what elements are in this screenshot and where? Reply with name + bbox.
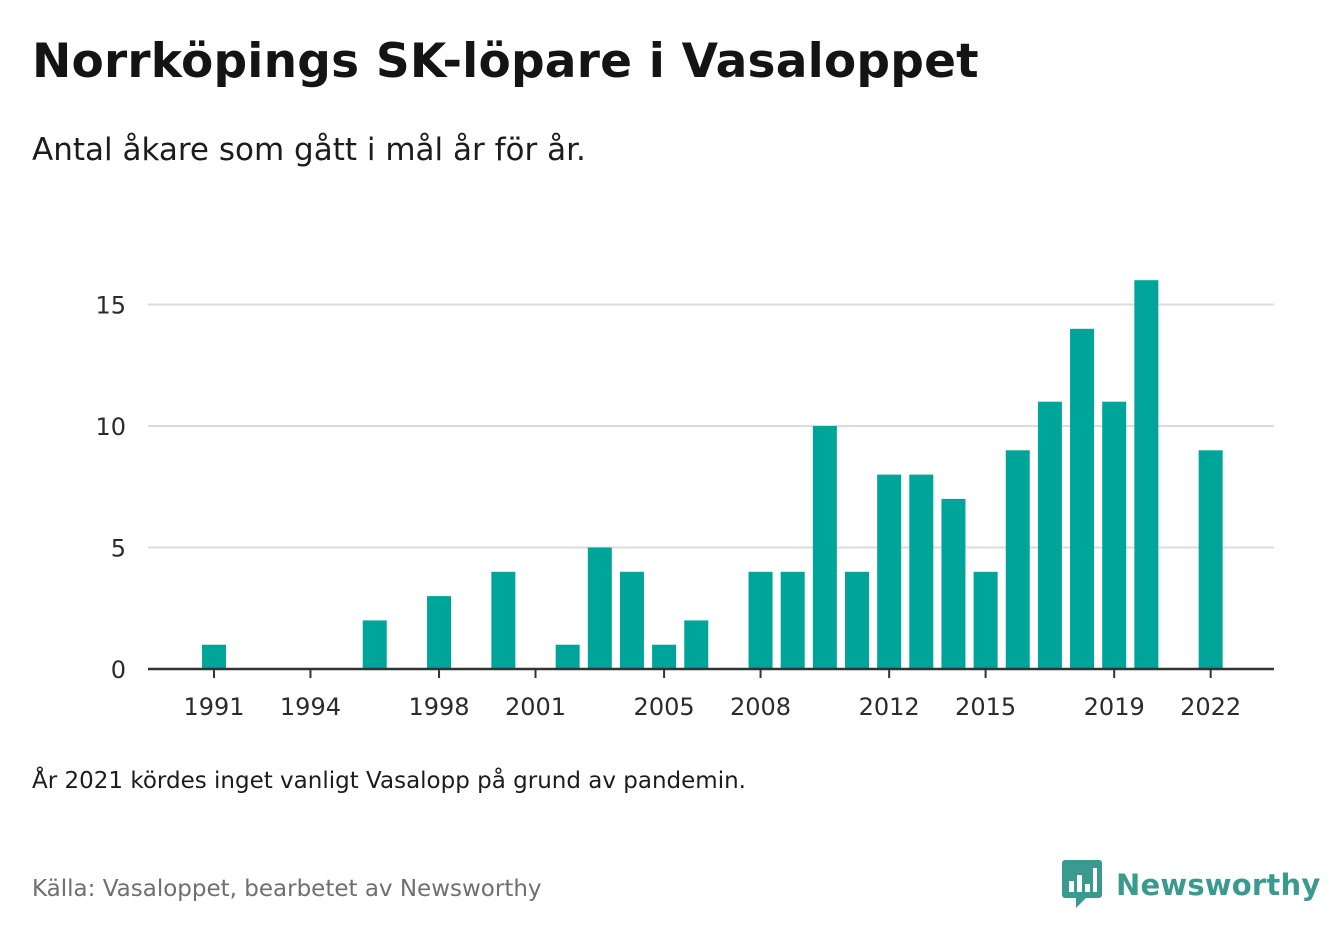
y-tick-label: 0 [111, 656, 126, 684]
bar-2009 [780, 571, 805, 669]
bar-2020 [1134, 280, 1159, 669]
bar-2011 [845, 571, 869, 669]
x-axis [148, 667, 1274, 678]
bar-1991 [202, 644, 226, 669]
x-tick-label: 2022 [1180, 693, 1241, 721]
x-tick-label: 2012 [859, 693, 920, 721]
bar-2019 [1102, 401, 1127, 669]
tick-labels: 0 5 10 15 1991 1994 1998 2001 2005 2008 2012 2015 20… [95, 292, 1241, 722]
bar-2013 [909, 474, 934, 669]
x-tick-label: 2008 [730, 693, 791, 721]
bar-1998 [427, 596, 452, 669]
bar-1996 [362, 620, 387, 669]
chart-subtitle: Antal åkare som gått i mål år för år. [32, 132, 586, 168]
bar-2004 [619, 571, 644, 669]
bar-2014 [941, 498, 966, 669]
newsworthy-logo: Newsworthy [1062, 860, 1320, 910]
bar-2017 [1037, 401, 1062, 669]
x-tick-label: 2005 [634, 693, 695, 721]
bar-2008 [748, 571, 773, 669]
y-tick-label: 5 [111, 535, 126, 563]
x-tick-label: 2019 [1084, 693, 1145, 721]
bar-chart-logo-icon [1062, 860, 1102, 908]
bars [202, 280, 1223, 669]
y-tick-label: 10 [95, 413, 126, 441]
bar-2012 [877, 474, 902, 669]
brand-name: Newsworthy [1116, 868, 1321, 902]
bar-2018 [1070, 328, 1095, 669]
x-tick-label: 1991 [183, 693, 244, 721]
x-tick-label: 2001 [505, 693, 566, 721]
bar-2005 [652, 644, 677, 669]
bar-2015 [973, 571, 998, 669]
bar-2016 [1005, 450, 1030, 669]
chart-note: År 2021 kördes inget vanligt Vasalopp på… [32, 768, 746, 794]
chart-title: Norrköpings SK-löpare i Vasaloppet [32, 34, 979, 89]
source-credit: Källa: Vasaloppet, bearbetet av Newswort… [32, 876, 542, 902]
x-tick-label: 2015 [955, 693, 1016, 721]
bar-2002 [555, 644, 580, 669]
x-tick-label: 1994 [280, 693, 341, 721]
bar-2022 [1198, 450, 1223, 669]
bar-2000 [491, 571, 516, 669]
bar-2010 [812, 426, 837, 669]
x-tick-label: 1998 [409, 693, 470, 721]
bar-2003 [587, 547, 612, 669]
bar-2006 [684, 620, 709, 669]
y-tick-label: 15 [95, 292, 126, 320]
